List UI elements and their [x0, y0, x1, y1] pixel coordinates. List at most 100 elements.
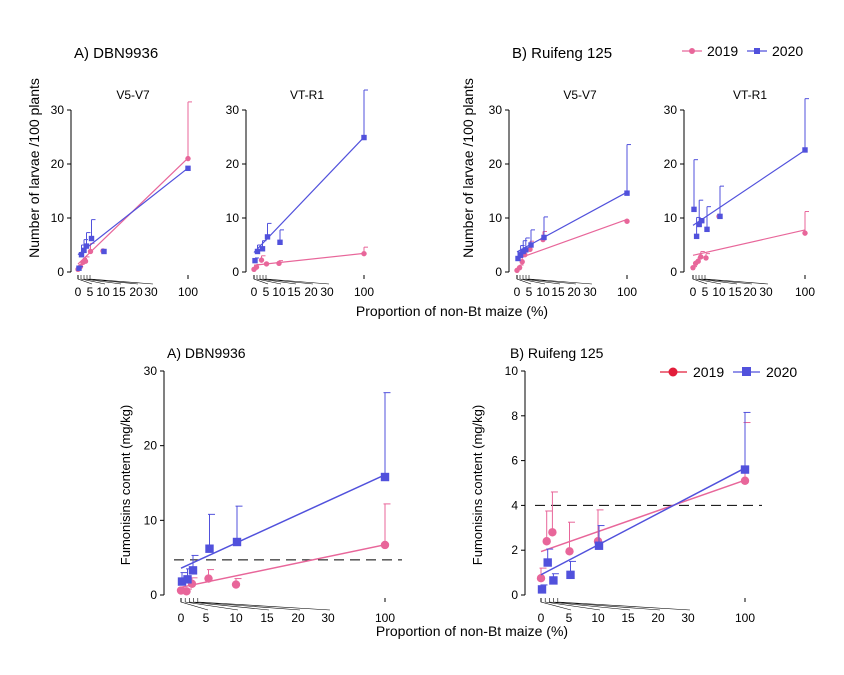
- x-tick-label: 10: [96, 285, 110, 299]
- x-tick-connector: [701, 275, 753, 285]
- point-2020: [188, 566, 198, 575]
- x-tick-label: 20: [567, 285, 581, 299]
- x-tick-label: 30: [321, 611, 335, 625]
- panel-title: A) DBN9936: [167, 345, 246, 361]
- x-tick-connector: [80, 275, 106, 285]
- x-tick-label: 10: [712, 285, 726, 299]
- x-tick-connector: [193, 598, 301, 611]
- x-tick-label: 100: [735, 611, 755, 625]
- point-2019: [542, 537, 551, 546]
- top-left-ylabel: Number of larvae /100 plants: [26, 78, 42, 258]
- y-tick-label: 20: [489, 157, 503, 171]
- point-2019: [624, 218, 630, 224]
- legend-2019-label: 2019: [693, 364, 724, 380]
- x-tick-connector: [184, 598, 239, 611]
- point-2019: [182, 587, 191, 596]
- bottom-right-ylabel: Fumonisins content (mg/kg): [470, 405, 485, 565]
- chart-panel: A) DBN9936 0 10 20 30 0 5 10 15 20 30 100: [144, 345, 402, 625]
- point-2019: [380, 540, 390, 550]
- x-tick-label: 10: [272, 285, 286, 299]
- point-2020: [515, 255, 521, 262]
- trend-line-2020: [516, 191, 628, 253]
- point-2020: [252, 257, 258, 264]
- point-2020: [380, 472, 390, 482]
- panel-title: V5-V7: [563, 88, 597, 102]
- point-2019: [536, 574, 546, 583]
- x-tick-connector: [253, 275, 269, 285]
- x-tick-connector: [519, 275, 546, 285]
- trend-line-2019: [692, 229, 806, 256]
- y-tick-label: 30: [664, 103, 678, 117]
- x-tick-label: 100: [795, 285, 815, 299]
- x-tick-label: 100: [354, 285, 374, 299]
- point-2019: [276, 260, 282, 267]
- y-tick-label: 20: [226, 157, 240, 171]
- x-tick-label: 10: [536, 285, 550, 299]
- point-2019: [361, 250, 367, 257]
- x-tick-label: 15: [260, 611, 274, 625]
- point-2019: [82, 258, 89, 264]
- legend-2019-marker: [689, 48, 695, 54]
- point-2020: [594, 541, 604, 550]
- point-2019: [516, 264, 523, 271]
- y-tick-label: 20: [51, 157, 65, 171]
- point-2019: [802, 230, 808, 236]
- x-tick-label: 15: [621, 611, 635, 625]
- point-2019: [565, 547, 574, 556]
- point-2020: [704, 226, 710, 233]
- x-tick-connector: [540, 598, 572, 611]
- point-2019: [204, 574, 213, 583]
- y-tick-label: 20: [664, 157, 678, 171]
- x-tick-label: 0: [178, 611, 185, 625]
- point-2020: [254, 248, 261, 255]
- x-tick-label: 30: [759, 285, 773, 299]
- legend-bottom: 2019 2020: [660, 364, 797, 380]
- x-tick-connector: [704, 275, 769, 285]
- point-2019: [253, 264, 260, 270]
- point-2020: [717, 213, 723, 220]
- point-2019: [527, 246, 533, 253]
- point-2020: [696, 221, 702, 228]
- point-2020: [83, 243, 90, 249]
- y-tick-label: 0: [670, 265, 677, 279]
- x-tick-label: 20: [129, 285, 143, 299]
- point-2019: [263, 261, 270, 267]
- x-tick-label: 0: [538, 611, 545, 625]
- x-tick-label: 10: [591, 611, 605, 625]
- x-tick-label: 5: [702, 285, 709, 299]
- trend-line-2020: [692, 149, 806, 226]
- x-tick-label: 100: [375, 611, 395, 625]
- bottom-xlabel: Proportion of non-Bt maize (%): [376, 623, 568, 639]
- x-tick-connector: [77, 275, 93, 285]
- x-tick-connector: [553, 598, 661, 611]
- top-right-ylabel: Number of larvae /100 plants: [460, 78, 476, 258]
- y-tick-label: 0: [57, 265, 64, 279]
- trend-line-2020: [77, 167, 189, 256]
- x-tick-connector: [528, 275, 593, 285]
- top-xlabel: Proportion of non-Bt maize (%): [356, 303, 548, 319]
- legend-2020-label: 2020: [772, 43, 803, 59]
- y-tick-label: 0: [495, 265, 502, 279]
- point-2019: [695, 258, 701, 264]
- point-2020: [205, 544, 214, 553]
- x-tick-connector: [256, 275, 282, 285]
- x-tick-label: 5: [87, 285, 94, 299]
- point-2020: [78, 252, 85, 258]
- x-tick-connector: [516, 275, 532, 285]
- y-tick-label: 4: [511, 498, 518, 512]
- point-2019: [185, 155, 191, 162]
- point-2020: [528, 242, 534, 248]
- legend-2020-label: 2020: [766, 364, 797, 380]
- point-2019: [87, 248, 94, 255]
- trend-line-2020: [180, 474, 386, 569]
- y-tick-label: 6: [511, 454, 518, 468]
- bottom-left-ylabel: Fumonisins content (mg/kg): [118, 405, 133, 565]
- x-tick-connector: [525, 275, 577, 285]
- point-2020: [277, 239, 283, 245]
- x-tick-label: 0: [75, 285, 82, 299]
- group-title-a: A) DBN9936: [74, 45, 158, 62]
- x-tick-label: 15: [728, 285, 742, 299]
